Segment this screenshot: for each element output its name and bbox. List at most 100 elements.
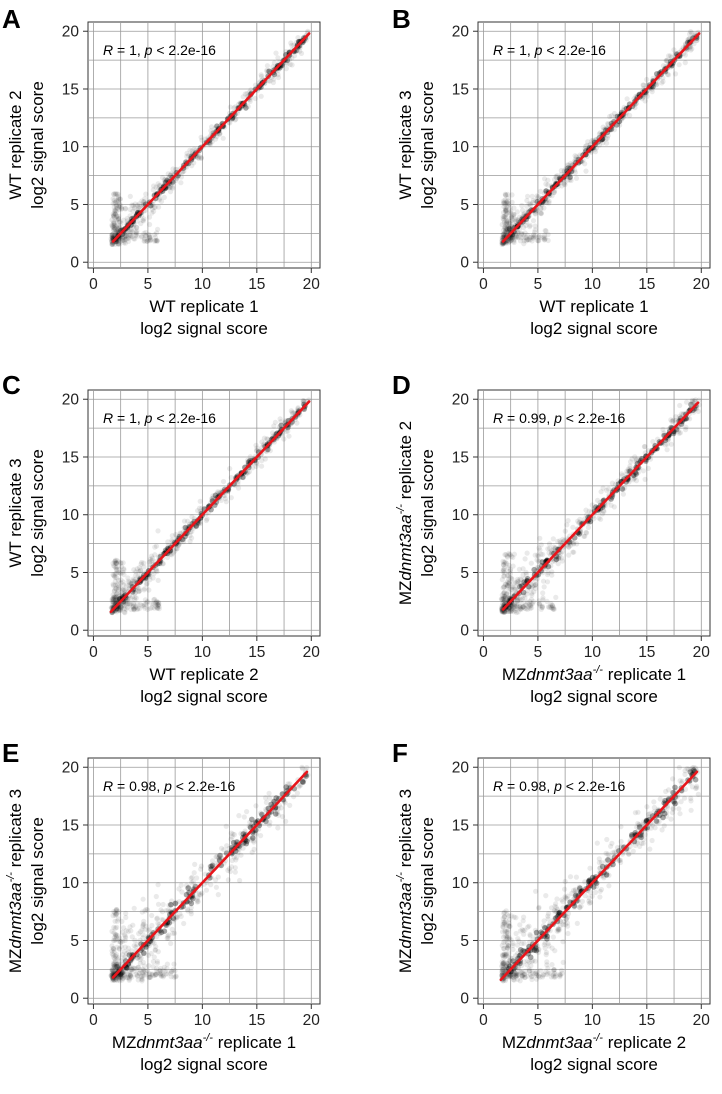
scatter-point xyxy=(110,232,116,238)
scatter-point xyxy=(296,784,302,790)
scatter-point xyxy=(499,968,505,975)
scatter-point xyxy=(565,518,571,524)
scatter-point xyxy=(122,206,128,212)
scatter-point xyxy=(127,213,133,219)
scatter-point xyxy=(291,794,297,800)
scatter-point xyxy=(145,606,151,613)
scatter-point xyxy=(287,61,293,68)
x-tick-label: 10 xyxy=(194,644,212,661)
panel-e: E 0 5 10 15 20 0 5 10 15 20 R = 0.98, p < 2.2e-16 MZ… xyxy=(2,738,321,1074)
scatter-point xyxy=(122,235,128,241)
x-axis-label-units: log2 signal score xyxy=(140,319,268,338)
x-tick-label: 0 xyxy=(89,644,98,661)
scatter-point xyxy=(111,220,117,227)
scatter-point xyxy=(133,224,140,231)
scatter-point xyxy=(158,907,164,913)
scatter-point xyxy=(535,552,541,558)
scatter-point xyxy=(150,202,156,208)
scatter-point xyxy=(149,210,155,216)
y-tick-label: 20 xyxy=(62,760,80,777)
y-axis-label: MZdnmt3aa-/- replicate 3 xyxy=(5,789,25,973)
scatter-point xyxy=(546,541,553,547)
scatter-point xyxy=(252,95,258,102)
scatter-point xyxy=(212,136,219,142)
scatter-point xyxy=(229,834,235,840)
scatter-point xyxy=(125,234,131,240)
scatter-point xyxy=(273,50,279,56)
scatter-point xyxy=(652,825,658,831)
scatter-point xyxy=(162,176,169,182)
scatter-point xyxy=(111,222,117,228)
y-tick-label: 0 xyxy=(460,623,469,640)
scatter-point xyxy=(117,236,123,242)
scatter-point xyxy=(300,779,306,785)
scatter-point xyxy=(156,183,162,189)
scatter-point xyxy=(140,217,146,223)
scatter-point xyxy=(562,886,568,892)
scatter-point xyxy=(660,78,666,85)
scatter-point xyxy=(154,238,160,244)
scatter-point xyxy=(111,227,117,233)
scatter-point xyxy=(521,211,528,217)
scatter-point xyxy=(181,518,188,524)
scatter-point xyxy=(143,233,149,239)
scatter-point xyxy=(642,476,648,482)
scatter-point xyxy=(116,224,122,231)
scatter-point xyxy=(111,219,117,225)
scatter-point xyxy=(214,123,220,129)
scatter-point xyxy=(128,232,134,238)
scatter-point xyxy=(298,50,305,57)
scatter-point xyxy=(114,932,120,938)
scatter-point xyxy=(677,402,683,409)
scatter-point xyxy=(110,196,116,202)
scatter-point xyxy=(686,36,692,43)
y-tick-label: 15 xyxy=(62,449,79,466)
scatter-point xyxy=(543,949,550,956)
scatter-point xyxy=(235,485,242,491)
scatter-point xyxy=(151,597,157,603)
scatter-point xyxy=(670,776,676,782)
scatter-point xyxy=(220,135,226,141)
scatter-point xyxy=(251,846,257,853)
scatter-point xyxy=(649,86,655,92)
scatter-point xyxy=(170,185,176,191)
scatter-point xyxy=(124,216,130,222)
scatter-point xyxy=(152,204,158,210)
scatter-point xyxy=(639,96,645,102)
scatter-point xyxy=(294,420,300,426)
scatter-point xyxy=(140,218,147,224)
x-axis-label: WT replicate 1 xyxy=(149,297,258,316)
scatter-point xyxy=(110,223,116,229)
y-tick-label: 10 xyxy=(62,139,80,156)
scatter-point xyxy=(510,940,516,947)
scatter-point xyxy=(603,850,609,857)
scatter-point xyxy=(170,166,176,172)
scatter-point xyxy=(141,199,147,205)
x-axis-label: MZdnmt3aa-/- replicate 1 xyxy=(502,664,686,684)
scatter-point xyxy=(279,814,286,820)
scatter-point xyxy=(518,231,525,237)
scatter-point xyxy=(129,934,135,940)
scatter-point xyxy=(116,225,122,231)
scatter-point xyxy=(138,561,144,567)
scatter-point xyxy=(526,201,532,207)
scatter-point xyxy=(116,203,122,209)
scatter-point xyxy=(196,890,202,896)
scatter-point xyxy=(123,910,129,917)
scatter-point xyxy=(141,216,147,222)
scatter-point xyxy=(174,546,180,552)
scatter-point xyxy=(521,224,527,231)
y-axis-label-units: log2 signal score xyxy=(28,817,47,945)
x-tick-label: 0 xyxy=(89,276,98,293)
scatter-point xyxy=(289,42,295,48)
scatter-point xyxy=(567,174,574,180)
scatter-point xyxy=(172,900,179,907)
scatter-point xyxy=(207,141,213,147)
scatter-point xyxy=(649,89,655,95)
scatter-point xyxy=(688,798,694,804)
y-tick-label: 0 xyxy=(70,255,79,272)
scatter-point xyxy=(154,237,160,243)
y-tick-label: 20 xyxy=(62,24,80,41)
x-tick-label: 20 xyxy=(303,644,321,661)
scatter-point xyxy=(264,68,270,74)
